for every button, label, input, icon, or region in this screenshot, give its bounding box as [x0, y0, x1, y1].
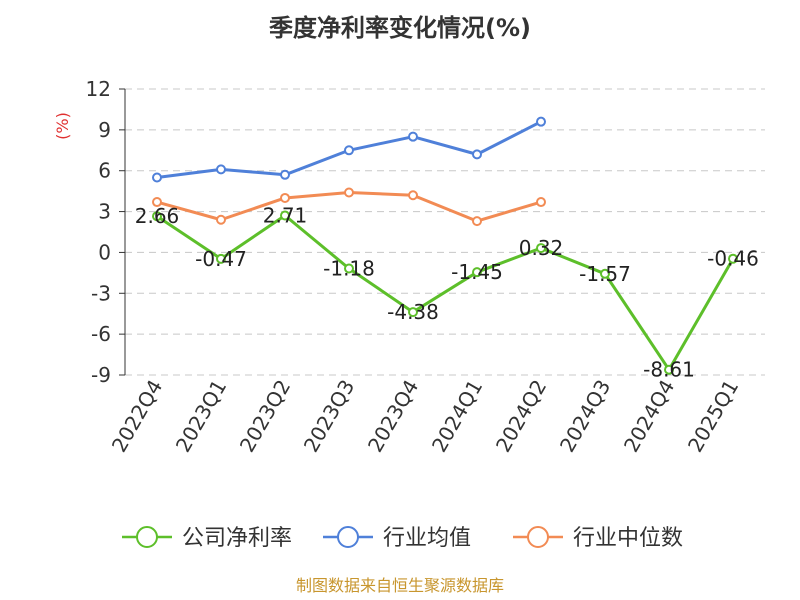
- x-tick-label: 2024Q1: [427, 376, 487, 457]
- series-layer: [152, 116, 738, 375]
- y-tick-label: 6: [98, 159, 111, 183]
- data-point[interactable]: [152, 172, 162, 183]
- data-point[interactable]: [344, 145, 354, 156]
- data-point[interactable]: [472, 149, 482, 160]
- legend-item[interactable]: 行业中位数: [513, 526, 683, 551]
- y-tick-label: 9: [98, 118, 111, 142]
- chart-title: 季度净利率变化情况(%): [269, 14, 531, 42]
- data-point[interactable]: [216, 214, 226, 225]
- x-tick-label: 2023Q4: [363, 376, 423, 457]
- data-point[interactable]: [536, 243, 546, 254]
- data-label: -0.46: [707, 247, 759, 271]
- data-label: 0.32: [519, 236, 564, 260]
- data-label: 2.71: [263, 204, 308, 228]
- data-point[interactable]: [408, 307, 418, 318]
- y-axis-unit: (%): [53, 112, 72, 140]
- data-point[interactable]: [280, 169, 290, 180]
- x-tick-label: 2024Q2: [491, 376, 551, 457]
- grid-lines: [125, 88, 765, 376]
- data-label: -1.57: [579, 262, 631, 286]
- legend-marker-icon: [337, 526, 359, 548]
- legend-item[interactable]: 公司净利率: [122, 526, 292, 551]
- legend-item[interactable]: 行业均值: [323, 526, 471, 551]
- data-point[interactable]: [408, 190, 418, 201]
- data-point[interactable]: [472, 216, 482, 227]
- y-tick-label: 3: [98, 200, 111, 224]
- legend[interactable]: 公司净利率 行业均值 行业中位数: [122, 526, 683, 551]
- x-tick-label: 2023Q2: [235, 376, 295, 457]
- y-tick-label: -3: [91, 281, 111, 305]
- data-point[interactable]: [408, 131, 418, 142]
- data-label: -0.47: [195, 247, 247, 271]
- x-tick-label: 2024Q4: [619, 376, 679, 457]
- x-tick-label: 2023Q3: [299, 376, 359, 457]
- y-tick-label: 12: [86, 77, 111, 101]
- data-point[interactable]: [536, 197, 546, 208]
- legend-label: 行业中位数: [573, 526, 683, 551]
- data-point[interactable]: [152, 211, 162, 222]
- series-line: [156, 214, 735, 372]
- x-tick-label: 2023Q1: [171, 376, 231, 457]
- data-labels: 2.66 -0.47 2.71 -1.18 -4.38 -1.45 0.32 -1.57 -8.…: [135, 204, 759, 382]
- y-tick-label: -9: [91, 363, 111, 387]
- legend-marker-icon: [136, 526, 158, 548]
- source-note: 制图数据来自恒生聚源数据库: [296, 576, 504, 595]
- data-point[interactable]: [344, 263, 354, 274]
- data-point[interactable]: [280, 210, 290, 221]
- data-point[interactable]: [472, 267, 482, 278]
- data-point[interactable]: [216, 253, 226, 264]
- data-label: -1.18: [323, 256, 375, 280]
- data-point[interactable]: [152, 197, 162, 208]
- legend-label: 公司净利率: [182, 526, 292, 551]
- data-point[interactable]: [664, 364, 674, 375]
- data-point[interactable]: [728, 253, 738, 264]
- x-tick-label: 2025Q1: [683, 376, 743, 457]
- data-point[interactable]: [280, 192, 290, 203]
- x-tick-label: 2024Q3: [555, 376, 615, 457]
- data-label: -1.45: [451, 260, 503, 284]
- data-point[interactable]: [216, 164, 226, 175]
- y-tick-label: 0: [98, 240, 111, 264]
- data-label: 2.66: [135, 204, 180, 228]
- data-label: -8.61: [643, 358, 695, 382]
- x-tick-label: 2022Q4: [107, 376, 167, 457]
- data-point[interactable]: [600, 268, 610, 279]
- legend-marker-icon: [527, 526, 549, 548]
- data-point[interactable]: [536, 116, 546, 127]
- y-tick-label: -6: [91, 322, 111, 346]
- data-label: -4.38: [387, 300, 439, 324]
- data-point[interactable]: [344, 187, 354, 198]
- legend-label: 行业均值: [383, 526, 471, 551]
